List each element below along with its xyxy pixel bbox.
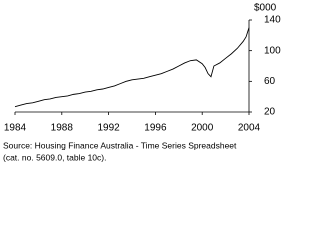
source: Source: Housing Finance Australia - Time… [3,140,237,150]
chart: $000 Source: Housing Finance Australia -… [3,3,281,163]
x-tick-label: 2000 [191,123,214,134]
x-tick-label: 1996 [144,123,167,134]
x-tick-label: 1992 [97,123,120,134]
y-unit: $000 [254,3,277,14]
source: (cat. no. 5609.0, table 10c). [3,152,106,162]
x-tick-label: 1984 [4,123,27,134]
y-tick-label: 60 [264,76,276,87]
y-tick-label: 140 [264,15,281,26]
y-tick-label: 100 [264,45,281,56]
x-tick-label: 1988 [51,123,74,134]
y-tick-label: 20 [264,107,276,118]
x-tick-label: 2004 [238,123,261,134]
data-line [14,27,250,108]
